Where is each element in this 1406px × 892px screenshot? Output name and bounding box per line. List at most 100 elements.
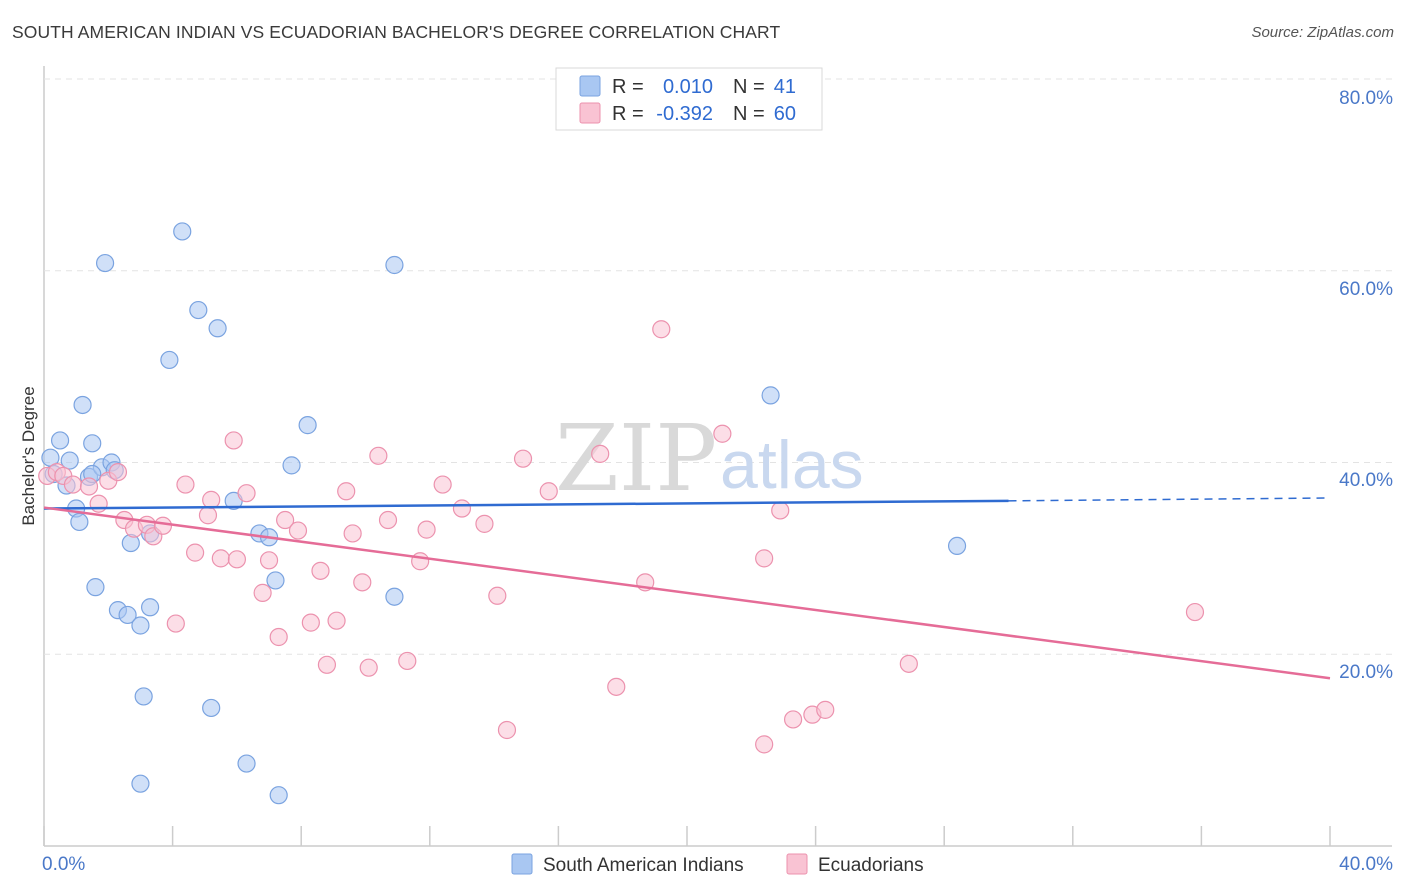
- chart-title: SOUTH AMERICAN INDIAN VS ECUADORIAN BACH…: [12, 22, 781, 42]
- stats-n-label-0: N =: [733, 76, 765, 98]
- y-tick-labels: 80.0% 60.0% 40.0% 20.0%: [1339, 88, 1393, 683]
- x-tick-label-max: 40.0%: [1339, 854, 1393, 875]
- point-ecuadorian-46: [539, 482, 558, 501]
- gridlines: [44, 78, 1392, 655]
- point-ecuadorian-7: [108, 462, 128, 482]
- point-ecuadorian-25: [276, 510, 295, 530]
- point-ecuadorian-12: [153, 516, 173, 535]
- stats-r-value-1: -0.392: [656, 103, 713, 125]
- point-ecuadorian-40: [433, 475, 452, 494]
- point-ecuadorian-54: [771, 501, 790, 520]
- point-ecuadorian-14: [176, 475, 195, 494]
- legend-swatch-south-american-indians: [511, 853, 533, 875]
- point-ecuadorian-15: [186, 543, 205, 562]
- point-ecuadorian-44: [497, 720, 517, 740]
- stats-r-value-0: 0.010: [663, 76, 713, 98]
- point-ecuadorian-48: [607, 677, 626, 696]
- trend-line-south-american-indians: [43, 499, 1009, 510]
- y-tick-label-60: 60.0%: [1339, 279, 1393, 300]
- point-ecuadorian-52: [755, 735, 774, 754]
- point-ecuadorian-36: [378, 510, 398, 530]
- point-ecuadorian-53: [755, 549, 774, 568]
- watermark-atlas: atlas: [720, 427, 864, 503]
- stats-n-label-1: N =: [733, 103, 765, 125]
- x-tick-label-min: 0.0%: [42, 854, 85, 875]
- point-south-american-indian-32: [269, 786, 288, 805]
- point-south-american-indian-19: [134, 687, 153, 706]
- stats-r-label-1: R =: [612, 103, 644, 125]
- stats-r-label-0: R =: [612, 76, 644, 98]
- point-ecuadorian-4: [79, 477, 99, 496]
- point-ecuadorian-31: [337, 482, 356, 501]
- point-ecuadorian-42: [475, 514, 494, 533]
- point-south-american-indian-23: [173, 222, 192, 241]
- point-ecuadorian-30: [327, 611, 346, 630]
- point-ecuadorian-59: [1185, 602, 1205, 622]
- point-south-american-indian-6: [70, 512, 89, 532]
- point-ecuadorian-58: [899, 654, 918, 673]
- legend-label-south-american-indians: South American Indians: [543, 855, 744, 876]
- point-south-american-indian-24: [189, 300, 208, 320]
- point-ecuadorian-37: [398, 651, 417, 671]
- point-south-american-indian-28: [237, 754, 256, 773]
- point-ecuadorian-19: [224, 431, 243, 450]
- trend-layer: [43, 497, 1331, 680]
- point-ecuadorian-47: [591, 444, 610, 463]
- stats-n-value-0: 41: [774, 76, 796, 98]
- point-ecuadorian-50: [652, 320, 671, 339]
- point-south-american-indian-7: [73, 395, 92, 415]
- point-south-american-indian-35: [385, 587, 404, 606]
- point-ecuadorian-29: [317, 655, 337, 674]
- point-ecuadorian-43: [488, 586, 507, 605]
- y-axis-label: Bachelor's Degree: [19, 386, 38, 525]
- point-south-american-indian-21: [140, 598, 160, 617]
- point-south-american-indian-10: [86, 578, 105, 597]
- point-ecuadorian-38: [411, 552, 430, 571]
- trend-line-extension-south-american-indians: [1008, 497, 1331, 502]
- point-south-american-indian-22: [160, 350, 179, 370]
- point-ecuadorian-13: [166, 614, 185, 633]
- point-ecuadorian-23: [259, 551, 279, 570]
- legend: South American Indians Ecuadorians: [511, 853, 924, 876]
- y-tick-label-40: 40.0%: [1339, 470, 1393, 491]
- points-layer: [38, 222, 1205, 805]
- point-ecuadorian-18: [211, 549, 230, 568]
- point-south-american-indian-18: [131, 616, 150, 635]
- point-south-american-indian-38: [947, 536, 967, 556]
- point-south-american-indian-33: [282, 456, 301, 475]
- point-ecuadorian-26: [288, 521, 308, 540]
- point-south-american-indian-34: [298, 416, 317, 435]
- stats-swatch-blue: [579, 75, 601, 97]
- y-tick-label-20: 20.0%: [1339, 662, 1393, 683]
- point-south-american-indian-39: [131, 774, 150, 793]
- point-ecuadorian-39: [417, 520, 436, 539]
- point-ecuadorian-51: [713, 424, 732, 443]
- stats-box: R = 0.010 N = 41 R = -0.392 N = 60: [555, 67, 823, 131]
- legend-label-ecuadorians: Ecuadorians: [818, 855, 924, 876]
- point-south-american-indian-26: [208, 319, 227, 338]
- point-south-american-indian-31: [266, 571, 285, 590]
- y-tick-label-80: 80.0%: [1339, 88, 1393, 109]
- point-ecuadorian-27: [301, 613, 320, 632]
- stats-n-value-1: 60: [774, 103, 796, 125]
- point-ecuadorian-41: [452, 499, 472, 518]
- point-ecuadorian-24: [269, 627, 288, 647]
- point-south-american-indian-36: [385, 255, 404, 275]
- point-ecuadorian-3: [63, 475, 83, 494]
- point-south-american-indian-37: [761, 386, 780, 405]
- point-ecuadorian-33: [353, 573, 372, 592]
- point-ecuadorian-22: [253, 583, 272, 602]
- point-ecuadorian-34: [359, 658, 378, 677]
- point-ecuadorian-16: [198, 506, 218, 525]
- point-south-american-indian-4: [60, 451, 79, 470]
- point-south-american-indian-9: [83, 434, 102, 453]
- point-ecuadorian-45: [513, 449, 533, 468]
- point-ecuadorian-28: [311, 561, 330, 580]
- point-ecuadorian-57: [816, 700, 835, 719]
- point-ecuadorian-55: [783, 710, 803, 729]
- point-ecuadorian-35: [369, 446, 388, 465]
- legend-swatch-ecuadorians: [786, 853, 808, 875]
- trend-line-ecuadorians: [43, 506, 1331, 680]
- point-ecuadorian-5: [89, 494, 108, 513]
